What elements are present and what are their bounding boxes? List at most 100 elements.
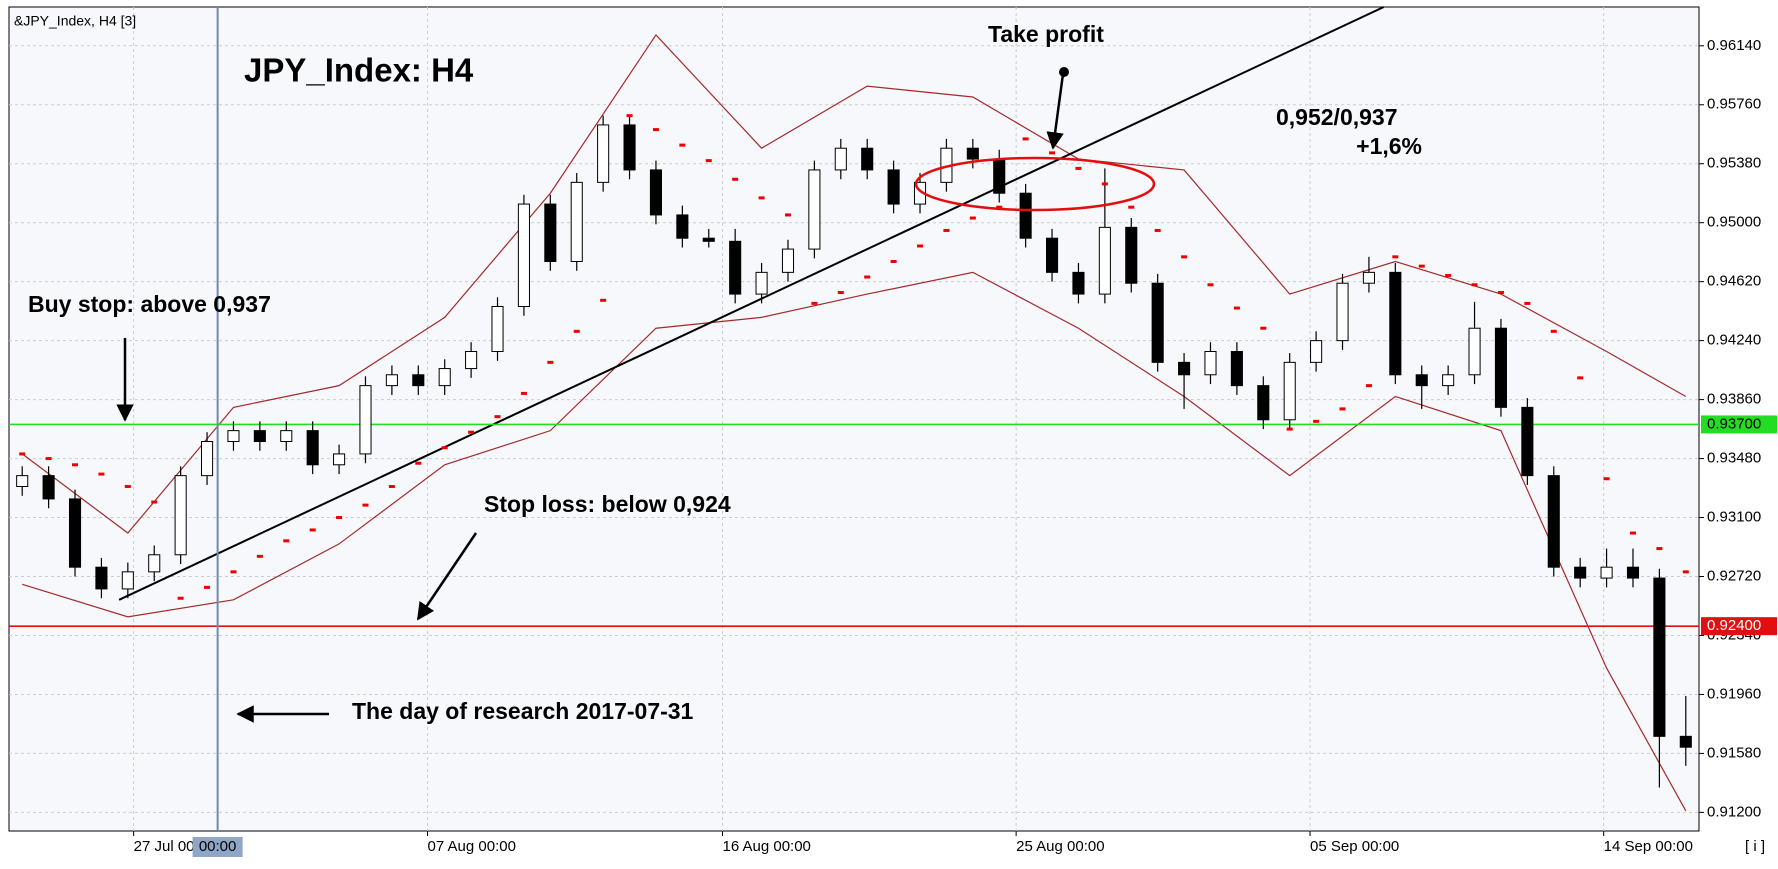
y-tick-label: 0.95380 — [1707, 155, 1761, 172]
candle-body — [95, 566, 108, 590]
candle-body — [570, 181, 583, 262]
arrow — [416, 532, 478, 621]
sar-dot — [1471, 283, 1478, 287]
candle-body — [1178, 361, 1191, 376]
sar-dot — [1154, 228, 1161, 232]
sar-dot — [151, 500, 158, 504]
sar-dot — [626, 114, 633, 118]
sar-dot — [98, 472, 105, 476]
sar-dot — [890, 259, 897, 263]
grid — [9, 7, 1704, 836]
band-lower — [22, 271, 1687, 812]
candle-body — [649, 169, 662, 216]
y-tick-label: 0.92720 — [1707, 567, 1761, 584]
candle-body — [16, 475, 29, 488]
annotation: Buy stop: above 0,937 — [28, 291, 271, 317]
sar-dot — [1629, 531, 1636, 535]
candle-body — [887, 169, 900, 205]
candle-body — [385, 374, 398, 387]
sar-dot — [943, 228, 950, 232]
candle-body — [201, 441, 214, 477]
candle-body — [1442, 374, 1455, 387]
candle-body — [729, 240, 742, 295]
candle-body — [517, 203, 530, 307]
sar-dot — [256, 554, 263, 558]
candle-body — [1521, 406, 1534, 477]
candle-body — [1415, 374, 1428, 387]
sar-dot — [1550, 329, 1557, 333]
sar-dot — [758, 196, 765, 200]
sar-dot — [1286, 427, 1293, 431]
band-upper — [21, 33, 1687, 534]
level-label-bg — [1701, 415, 1777, 434]
candle-body — [676, 214, 689, 239]
sar-dot — [336, 516, 343, 520]
sar-dot — [996, 205, 1003, 209]
sar-dot — [864, 275, 871, 279]
sar-dot — [573, 329, 580, 333]
sar-dot — [441, 446, 448, 450]
sar-dot — [784, 213, 791, 217]
trendline — [118, 6, 1385, 601]
candle-body — [1679, 735, 1692, 748]
candle-body — [121, 571, 134, 590]
x-tick-label: 07 Aug 00:00 — [428, 838, 516, 855]
sar-dot — [72, 463, 79, 467]
sar-dot — [1207, 283, 1214, 287]
sar-dot — [705, 159, 712, 163]
sar-dot — [1022, 137, 1029, 141]
sar-dot — [388, 485, 395, 489]
x-tick-label: 05 Sep 00:00 — [1310, 838, 1399, 855]
candle-body — [808, 169, 821, 250]
candle-body — [438, 368, 451, 387]
sar-dot — [652, 128, 659, 132]
candle-body — [465, 350, 478, 370]
candle-body — [1019, 192, 1032, 239]
candle-body — [1151, 282, 1164, 363]
sar-dot — [917, 244, 924, 248]
sar-dot — [547, 360, 554, 364]
annotation: +1,6% — [1356, 133, 1422, 159]
candle-body — [42, 475, 55, 500]
sar-dot — [1075, 166, 1082, 170]
candle-body — [623, 124, 636, 171]
y-tick-label: 0.94240 — [1707, 332, 1761, 349]
candle-body — [1574, 566, 1587, 579]
plot-area — [8, 6, 1700, 832]
sar-dot — [679, 143, 686, 147]
sar-dot — [1577, 376, 1584, 380]
candle-body — [280, 430, 293, 443]
y-tick-label: 0.95000 — [1707, 214, 1761, 231]
corner-label: [ i ] — [1745, 838, 1765, 855]
candle-body — [544, 203, 557, 262]
candle-body — [1046, 237, 1059, 273]
sar-dot — [1339, 407, 1346, 411]
annotation: Stop loss: below 0,924 — [484, 491, 731, 517]
annotation: 0,952/0,937 — [1276, 104, 1398, 130]
candle-body — [1310, 340, 1323, 363]
marks — [9, 6, 1699, 831]
sar-dot — [520, 391, 527, 395]
annotation: The day of research 2017-07-31 — [352, 698, 694, 724]
candle-body — [174, 475, 187, 556]
y-tick-label: 0.93480 — [1707, 450, 1761, 467]
candle-body — [491, 305, 504, 352]
candle-body — [227, 430, 240, 443]
candle-body — [781, 248, 795, 273]
sar-dot — [1181, 255, 1188, 259]
highlight-ellipse — [914, 156, 1156, 212]
sar-dot — [204, 585, 211, 589]
candle-body — [1125, 226, 1138, 284]
sar-dot — [1260, 326, 1267, 330]
sar-dot — [468, 430, 475, 434]
cursor-label-bg — [192, 837, 243, 857]
candle-body — [253, 430, 266, 443]
candle-body — [306, 430, 319, 466]
level-label: 0.93700 — [1707, 415, 1761, 432]
candle-body — [861, 147, 874, 171]
sar-dot — [177, 596, 184, 600]
sar-dot — [600, 298, 607, 302]
sar-dot — [1603, 477, 1610, 481]
candle-body — [834, 147, 847, 171]
candle-body — [755, 271, 768, 295]
